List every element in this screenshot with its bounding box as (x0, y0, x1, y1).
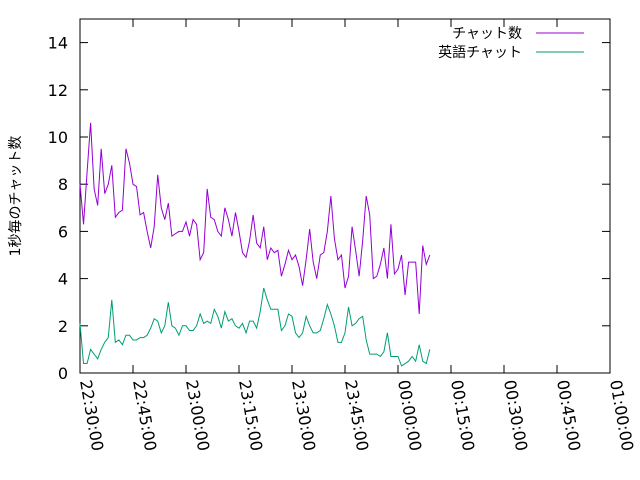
x-tick-label: 00:00:00 (394, 378, 425, 452)
y-tick-label: 6 (58, 222, 68, 241)
x-axis: 22:30:00 22:45:00 23:00:00 23:15:00 23:30:00… (76, 19, 637, 452)
y-axis: 0 2 4 6 8 10 12 14 (48, 34, 610, 383)
y-axis-label: 1秒毎のチャット数 (8, 136, 24, 257)
x-tick-label: 22:45:00 (129, 378, 160, 452)
x-tick-label: 00:15:00 (447, 378, 478, 452)
plot-frame (79, 18, 611, 374)
y-tick-label: 8 (58, 175, 68, 194)
y-tick-label: 0 (58, 364, 68, 383)
x-tick-label: 22:30:00 (76, 378, 107, 452)
legend-label-0: チャット数 (452, 26, 522, 42)
plot-border (79, 18, 611, 374)
x-tick-label: 23:00:00 (182, 378, 213, 452)
series-line-1 (79, 287, 431, 367)
x-tick-label: 23:45:00 (341, 378, 372, 452)
y-tick-label: 2 (58, 317, 68, 336)
x-tick-label: 23:30:00 (288, 378, 319, 452)
y-tick-label: 14 (48, 34, 68, 53)
x-tick-label: 01:00:00 (606, 378, 637, 452)
series-line-0 (79, 122, 431, 315)
y-tick-label: 12 (48, 81, 68, 100)
y-tick-label: 10 (48, 128, 68, 147)
x-tick-label: 00:45:00 (553, 378, 584, 452)
series-layer (79, 122, 431, 367)
x-tick-label: 23:15:00 (235, 378, 266, 452)
x-tick-label: 00:30:00 (500, 378, 531, 452)
y-tick-label: 4 (58, 270, 68, 289)
legend-label-1: 英語チャット (438, 44, 522, 61)
